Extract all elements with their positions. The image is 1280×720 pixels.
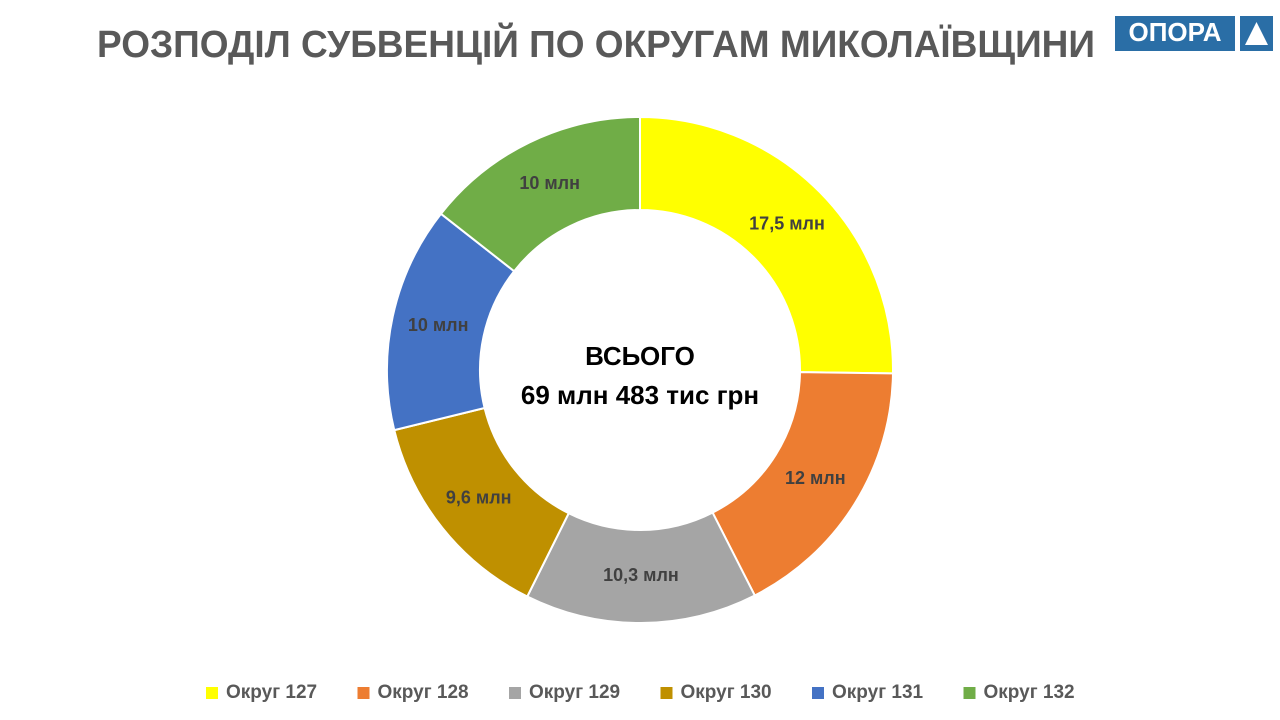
legend-label: Округ 131 [832, 682, 924, 703]
center-label: 69 млн 483 тис грн [521, 380, 759, 410]
legend-marker [963, 687, 976, 699]
legend-marker [509, 687, 521, 699]
legend-label: Округ 128 [378, 682, 469, 703]
chart-title: РОЗПОДІЛ СУБВЕНЦІЙ ПО ОКРУГАМ МИКОЛАЇВЩИ… [97, 21, 1095, 66]
center-label: ВСЬОГО [585, 341, 695, 371]
value-label: 17,5 млн [749, 214, 825, 234]
legend-label: Округ 132 [984, 682, 1075, 703]
value-label: 10 млн [519, 173, 580, 193]
logo-box [1115, 16, 1235, 51]
legend-marker [357, 687, 370, 699]
value-label: 12 млн [785, 468, 846, 488]
legend-label: Округ 130 [681, 682, 772, 703]
logo-triangle [1245, 22, 1268, 45]
legend-label: Округ 127 [226, 682, 317, 703]
donut-slice [639, 115, 894, 375]
legend-marker [660, 687, 673, 699]
legend-label: Округ 129 [529, 682, 620, 703]
logo-text: ОПОРА [1129, 17, 1222, 47]
donut-slice [439, 115, 641, 273]
legend-marker [206, 687, 218, 699]
value-label: 10,3 млн [603, 565, 679, 585]
value-label: 9,6 млн [446, 488, 512, 508]
value-label: 10 млн [408, 315, 469, 335]
legend-marker [812, 687, 824, 699]
